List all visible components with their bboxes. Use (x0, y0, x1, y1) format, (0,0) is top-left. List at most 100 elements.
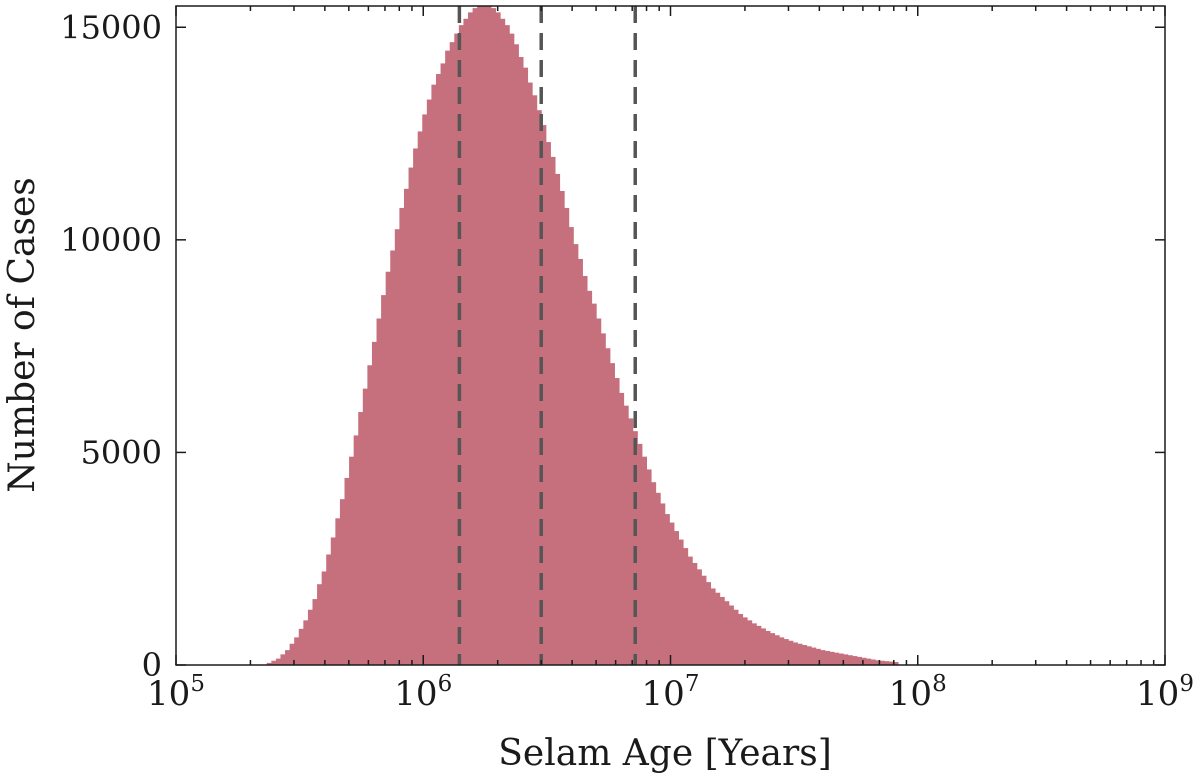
histogram-bar (554, 173, 561, 665)
histogram-bar (847, 655, 853, 665)
histogram-bar (760, 628, 766, 665)
histogram-bar (298, 628, 304, 665)
histogram-bar (371, 341, 378, 665)
histogram-bar (321, 571, 327, 665)
histogram-bar (682, 548, 689, 665)
histogram-bar (865, 658, 872, 665)
histogram-bar (852, 656, 858, 665)
histogram-bar (541, 125, 547, 665)
histogram-bar (879, 660, 885, 665)
histogram-bar (458, 25, 465, 665)
histogram-bar (285, 650, 291, 665)
histogram-bar (687, 556, 693, 665)
y-tick-label: 10000 (60, 221, 162, 259)
histogram-bar (751, 623, 757, 665)
histogram-bar (403, 188, 410, 666)
histogram-bar (527, 82, 533, 665)
histogram-bar (399, 207, 405, 666)
histogram-bar (573, 244, 579, 665)
histogram-bar (426, 99, 433, 666)
histogram-bar (559, 190, 565, 665)
histogram-bar (486, 6, 492, 665)
histogram-bar (468, 12, 474, 665)
histogram-bar (385, 271, 391, 665)
histogram-bar (875, 660, 881, 665)
histogram-bar (628, 418, 634, 665)
histogram-bar (376, 318, 382, 665)
histogram-bar (856, 656, 862, 665)
histogram-bar (742, 617, 748, 665)
histogram-bar (673, 531, 680, 665)
histogram-bar (454, 33, 460, 665)
histogram-bar (381, 295, 387, 665)
histogram-bar (806, 646, 812, 665)
histogram-bar (532, 95, 538, 665)
histogram-bar (696, 569, 702, 665)
histogram-bar (509, 33, 515, 665)
histogram-bar (536, 110, 542, 666)
histogram-bar (358, 412, 364, 665)
histogram-bar (888, 661, 894, 665)
histogram-bar (655, 492, 661, 665)
histogram-bar (765, 630, 771, 665)
histogram-bar (710, 588, 716, 665)
histogram-bar (344, 477, 350, 665)
histogram-bar (339, 499, 346, 665)
histogram-bar (266, 662, 272, 665)
histogram-bar (664, 514, 670, 665)
histogram-bar (408, 167, 414, 666)
histogram-bar (660, 503, 666, 665)
histogram-bar (737, 613, 744, 665)
histogram-bar (614, 378, 620, 665)
histogram-bar (353, 435, 359, 665)
histogram-bar (312, 599, 318, 665)
histogram-bar (623, 405, 629, 665)
x-axis-label: Selam Age [Years] (498, 733, 832, 774)
x-tick-label: 109 (1136, 671, 1194, 714)
histogram-bar (330, 537, 336, 665)
histogram-bar (550, 156, 556, 665)
histogram-bar (641, 456, 647, 665)
histogram-bar (838, 653, 844, 665)
histogram-bar (280, 654, 286, 665)
histogram-bars (266, 6, 899, 666)
histogram-bar (435, 74, 442, 665)
histogram-bar (792, 642, 798, 665)
histogram-bar (289, 643, 295, 665)
x-tick-label: 107 (642, 671, 700, 714)
histogram-bar (326, 554, 332, 665)
histogram-bar (678, 539, 684, 665)
histogram-bar (472, 8, 478, 666)
histogram-bar (271, 660, 277, 665)
histogram-bar (481, 6, 487, 665)
histogram-bar (815, 648, 821, 665)
x-tick-label: 106 (394, 671, 452, 714)
histogram-bar (500, 18, 506, 666)
y-tick-labels: 0 5000 10000 15000 (60, 8, 162, 684)
y-axis-label: Number of Cases (2, 177, 43, 493)
x-tick-labels: 105 106 107 108 109 (147, 671, 1194, 714)
histogram-bar (870, 659, 876, 665)
histogram-bar (650, 482, 657, 665)
histogram-bar (564, 207, 570, 666)
histogram-bar (893, 662, 899, 665)
histogram-bar (367, 365, 373, 665)
histogram-bar (811, 647, 817, 665)
histogram-bar (646, 469, 652, 665)
histogram-bar (422, 114, 428, 665)
histogram-bar (431, 84, 437, 665)
histogram-bar (724, 601, 730, 665)
histogram-bar (618, 392, 625, 665)
y-tick-label: 15000 (60, 8, 162, 46)
histogram-bar (747, 620, 753, 665)
histogram-bar (417, 131, 423, 665)
y-tick-label: 5000 (81, 433, 162, 471)
histogram-bar (715, 592, 721, 665)
histogram-bar (783, 639, 789, 665)
histogram-bar (307, 609, 314, 665)
histogram-bar (705, 582, 712, 665)
x-tick-label: 108 (889, 671, 947, 714)
histogram-bar (701, 575, 707, 665)
histogram-bar (591, 303, 597, 665)
